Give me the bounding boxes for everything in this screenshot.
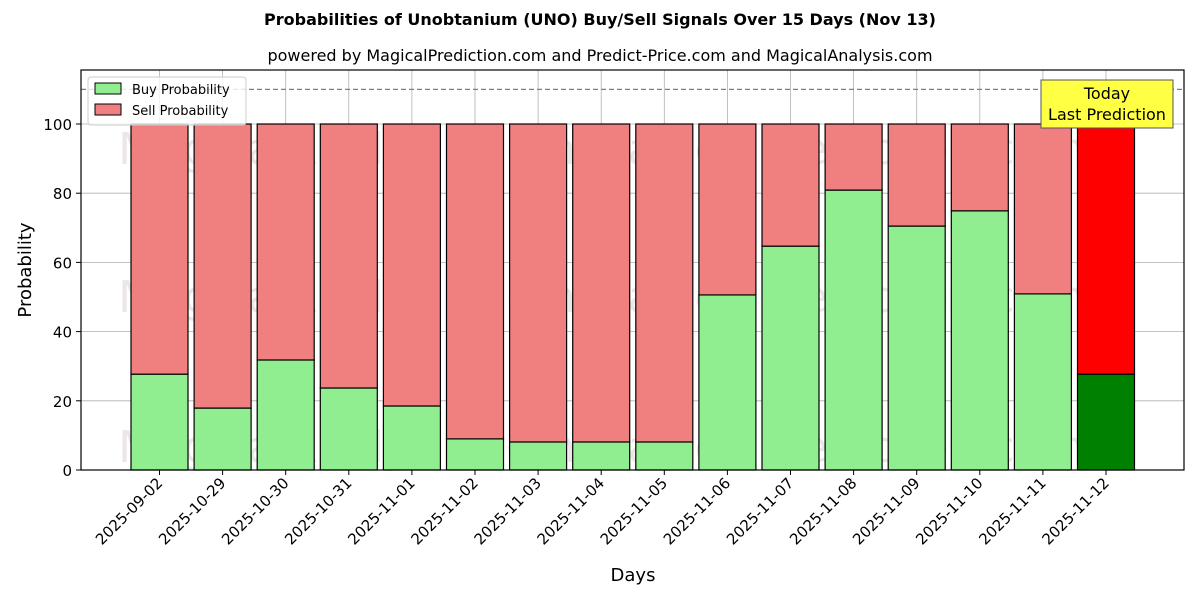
y-tick-label: 20 bbox=[53, 393, 72, 411]
bar-sell bbox=[1013, 123, 1073, 295]
x-tick-label: 2025-11-09 bbox=[849, 474, 923, 548]
x-tick-label: 2025-09-02 bbox=[92, 474, 166, 548]
bar-buy bbox=[1076, 373, 1136, 471]
x-tick-label: 2025-11-06 bbox=[660, 474, 734, 548]
y-axis-label: Probability bbox=[15, 222, 36, 317]
y-axis-ticks: 0 20 40 60 80 100 bbox=[43, 116, 81, 480]
bar-buy bbox=[698, 294, 757, 471]
y-tick-label: 80 bbox=[53, 185, 72, 203]
annotation-line2: Last Prediction bbox=[1048, 105, 1166, 124]
y-tick-label: 60 bbox=[53, 254, 72, 272]
bar-buy bbox=[887, 225, 946, 471]
chart-title: Probabilities of Unobtanium (UNO) Buy/Se… bbox=[264, 10, 936, 29]
x-tick-label: 2025-10-30 bbox=[218, 474, 292, 548]
bar-sell bbox=[824, 123, 883, 191]
bar-buy bbox=[950, 210, 1009, 471]
x-tick-label: 2025-10-31 bbox=[281, 474, 355, 548]
x-axis-ticks: 2025-09-022025-10-292025-10-302025-10-31… bbox=[92, 470, 1113, 548]
y-tick-label: 100 bbox=[43, 116, 72, 134]
x-tick-label: 2025-11-01 bbox=[344, 474, 418, 548]
bar-sell bbox=[950, 123, 1009, 212]
bar-buy bbox=[509, 441, 568, 471]
bar-sell bbox=[887, 123, 946, 227]
bar-sell bbox=[130, 123, 189, 375]
chart-subtitle: powered by MagicalPrediction.com and Pre… bbox=[267, 46, 933, 65]
legend-swatch-sell bbox=[94, 103, 122, 116]
today-annotation: Today Last Prediction bbox=[1040, 79, 1174, 129]
y-tick-label: 40 bbox=[53, 324, 72, 342]
x-tick-label: 2025-11-07 bbox=[723, 474, 797, 548]
bar-buy bbox=[256, 359, 315, 471]
bar-sell bbox=[1076, 123, 1136, 375]
bar-sell bbox=[635, 123, 694, 443]
x-axis-label: Days bbox=[611, 565, 656, 586]
x-tick-label: 2025-11-05 bbox=[597, 474, 671, 548]
bar-buy bbox=[635, 441, 694, 471]
legend-label-buy: Buy Probability bbox=[132, 83, 230, 98]
x-tick-label: 2025-11-10 bbox=[912, 474, 986, 548]
bar-buy bbox=[572, 441, 631, 471]
annotation-line1: Today bbox=[1083, 84, 1130, 103]
bar-buy bbox=[445, 438, 505, 471]
bar-sell bbox=[319, 123, 378, 389]
bar-sell bbox=[382, 123, 441, 407]
x-tick-label: 2025-11-03 bbox=[471, 474, 545, 548]
bar-sell bbox=[572, 123, 631, 443]
bar-sell bbox=[445, 123, 505, 440]
x-tick-label: 2025-11-04 bbox=[534, 474, 608, 548]
y-tick-label: 0 bbox=[62, 462, 72, 480]
bar-buy bbox=[130, 373, 189, 471]
bar-sell bbox=[761, 123, 820, 247]
plot-frame bbox=[80, 69, 1185, 471]
bar-sell bbox=[193, 123, 252, 409]
x-tick-label: 2025-11-08 bbox=[786, 474, 860, 548]
legend-label-sell: Sell Probability bbox=[132, 104, 229, 119]
x-tick-label: 2025-11-12 bbox=[1038, 474, 1112, 548]
legend: Buy Probability Sell Probability bbox=[87, 76, 247, 126]
bar-buy bbox=[319, 387, 378, 471]
x-tick-label: 2025-11-11 bbox=[975, 474, 1049, 548]
x-tick-label: 2025-11-02 bbox=[407, 474, 481, 548]
bars bbox=[130, 123, 1136, 471]
bar-buy bbox=[382, 405, 441, 471]
bar-buy bbox=[1013, 293, 1073, 471]
bar-sell bbox=[509, 123, 568, 443]
bar-sell bbox=[256, 123, 315, 361]
bar-sell bbox=[698, 123, 757, 296]
bar-buy bbox=[193, 407, 252, 471]
legend-swatch-buy bbox=[94, 82, 122, 95]
bar-buy bbox=[761, 245, 820, 471]
bar-buy bbox=[824, 189, 883, 471]
x-tick-label: 2025-10-29 bbox=[155, 474, 229, 548]
